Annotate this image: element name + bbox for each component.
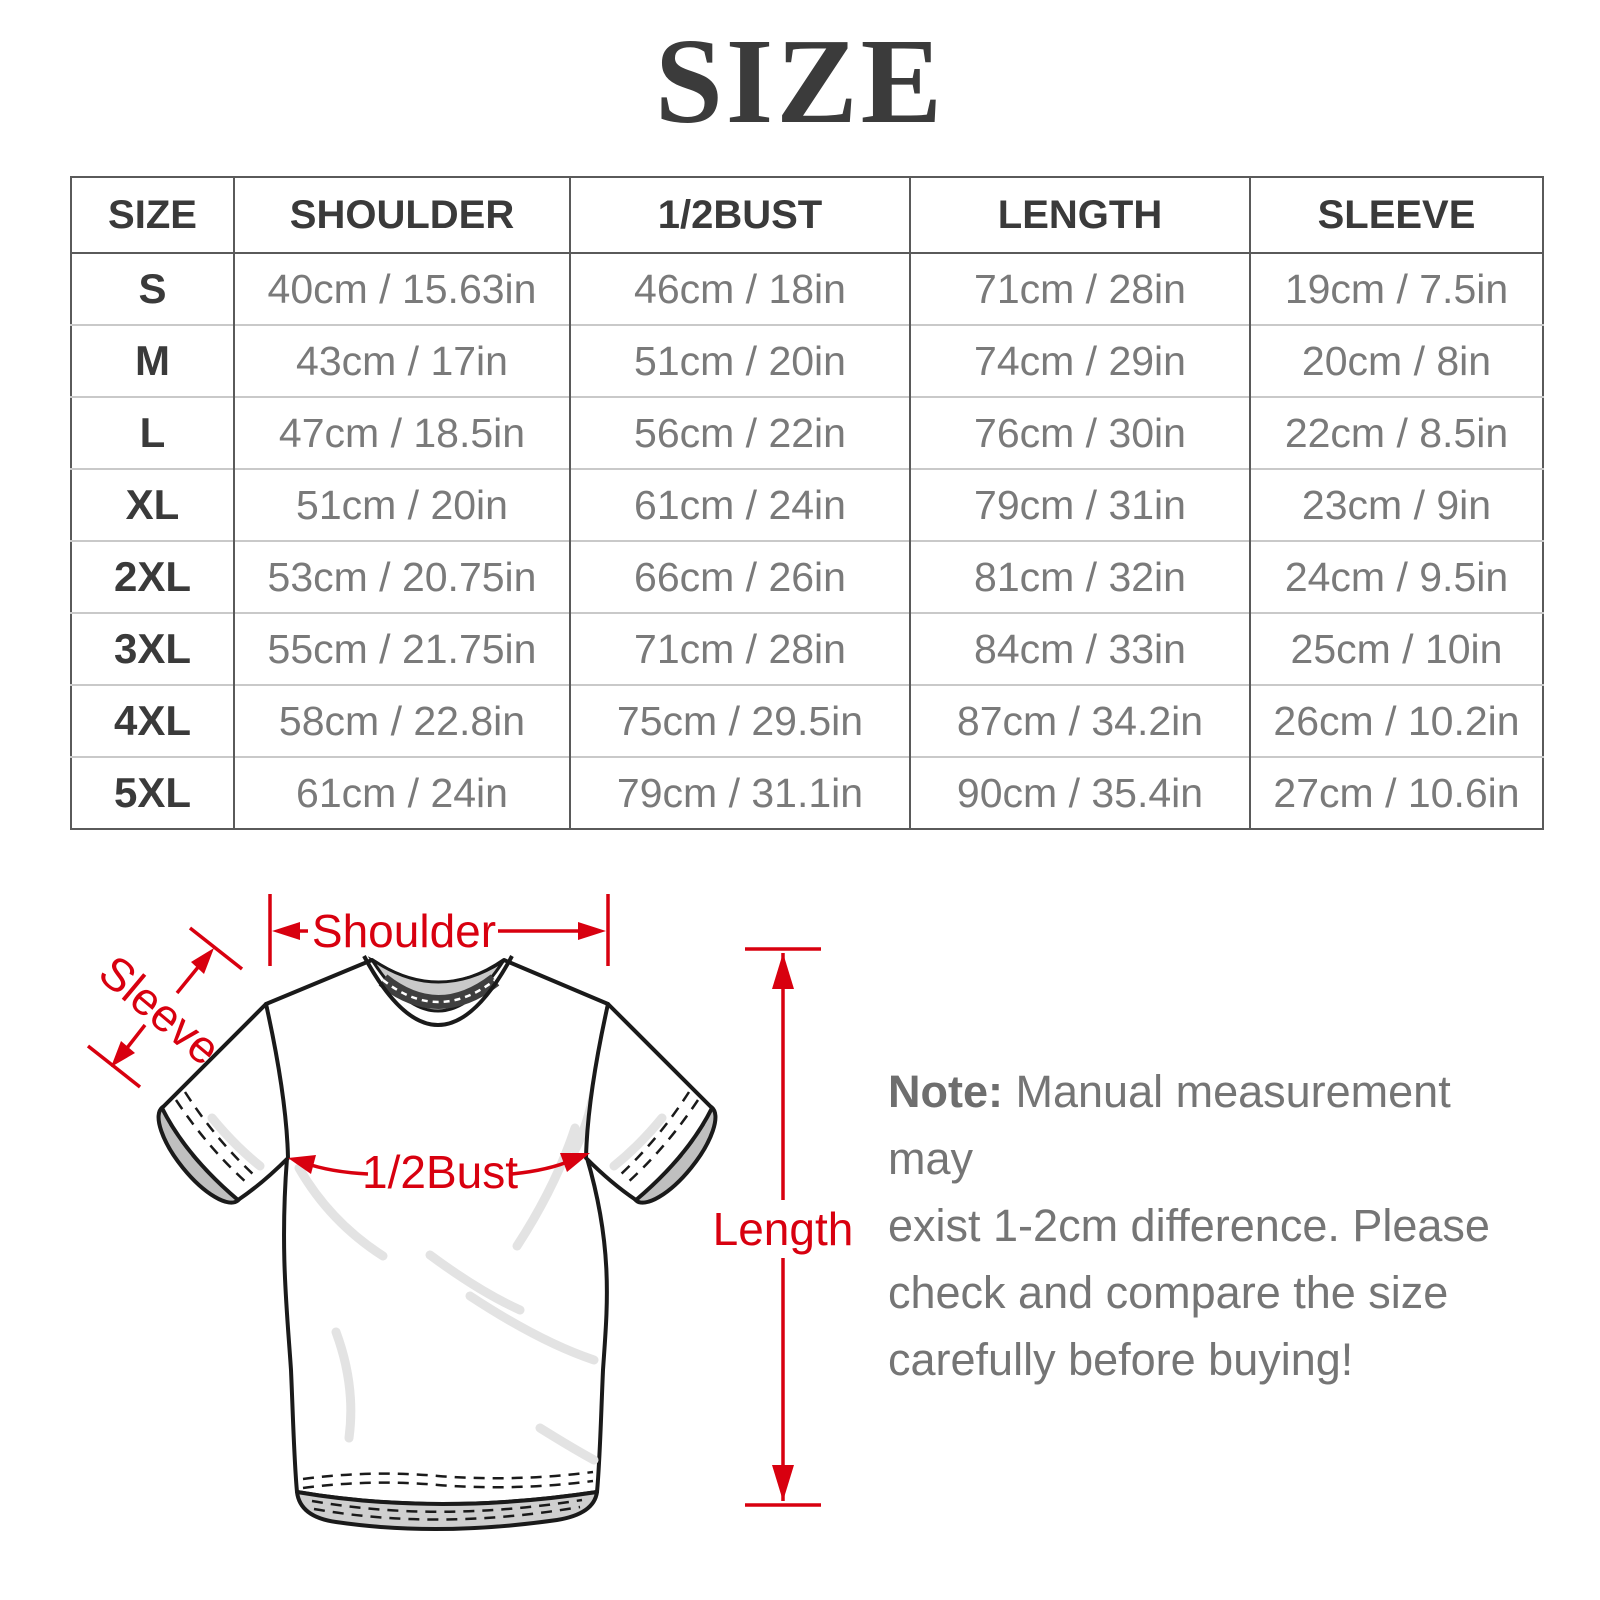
right-sleeve (584, 1002, 714, 1202)
tshirt-drawing (156, 955, 718, 1532)
measurement-cell: 53cm / 20.75in (233, 540, 570, 613)
table-row: 3XL 55cm / 21.75in 71cm / 28in 84cm / 33in 2… (71, 612, 1543, 685)
table-row: 5XL 61cm / 24in 79cm / 31.1in 90cm / 35.4in… (71, 756, 1543, 829)
left-cuff-stitch-2 (183, 1091, 256, 1177)
size-table: SIZE SHOULDER 1/2BUST LENGTH SLEEVE S 40cm / … (70, 176, 1544, 830)
hem-band-stitch-1 (311, 1498, 583, 1513)
measurement-cell: 79cm / 31.1in (569, 756, 910, 829)
measurement-cell: 51cm / 20in (233, 468, 570, 541)
shoulder-label: Shoulder (312, 905, 496, 957)
measurement-cell: 51cm / 20in (569, 324, 910, 397)
wrinkle (609, 1113, 667, 1171)
table-row: 4XL 58cm / 22.8in 75cm / 29.5in 87cm / 34.2… (71, 684, 1543, 757)
measurement-cell: 47cm / 18.5in (233, 396, 570, 469)
measurement-cell: 66cm / 26in (569, 540, 910, 613)
hem-top-stitch-2 (302, 1479, 594, 1490)
measurement-cell: 25cm / 10in (1249, 612, 1543, 685)
measurement-cell: 20cm / 8in (1249, 324, 1543, 397)
note-label: Note: (888, 1066, 1003, 1117)
table-row: M 43cm / 17in 51cm / 20in 74cm / 29in 20cm /… (71, 324, 1543, 397)
hem-band-stitch-2 (313, 1505, 581, 1521)
left-cuff-stitch-3 (168, 1123, 231, 1193)
measurement-cell: 74cm / 29in (909, 324, 1250, 397)
collar-back-band-stitch (382, 979, 496, 1004)
column-header-1-2bust: 1/2BUST (569, 177, 910, 254)
column-header-shoulder: SHOULDER (233, 177, 570, 254)
hem-top-stitch-1 (302, 1470, 594, 1481)
measurement-cell: 19cm / 7.5in (1249, 253, 1543, 325)
measurement-cell: 22cm / 8.5in (1249, 396, 1543, 469)
measurement-cell: 75cm / 29.5in (569, 684, 910, 757)
measurement-cell: 61cm / 24in (569, 468, 910, 541)
wrinkle (465, 1291, 599, 1365)
wrinkle (294, 1163, 388, 1261)
measurement-cell: 84cm / 33in (909, 612, 1250, 685)
column-header-sleeve: SLEEVE (1249, 177, 1543, 254)
right-cuff-stitch-2 (618, 1091, 691, 1177)
collar-front-band (362, 955, 514, 1027)
wrinkle (207, 1113, 265, 1171)
wrinkle (331, 1327, 356, 1443)
measurement-cell: 56cm / 22in (569, 396, 910, 469)
length-label: Length (713, 1203, 854, 1255)
table-row: 2XL 53cm / 20.75in 66cm / 26in 81cm / 32in 2… (71, 540, 1543, 613)
half-bust-annotation: 1/2Bust (288, 1146, 590, 1198)
right-cuff-stitch-3 (643, 1123, 706, 1193)
measurement-cell: 81cm / 32in (909, 540, 1250, 613)
wrinkle (512, 1123, 580, 1251)
size-cell: M (71, 324, 234, 397)
measurement-cell: 71cm / 28in (569, 612, 910, 685)
wrinkle (425, 1250, 525, 1315)
measurement-cell: 55cm / 21.75in (233, 612, 570, 685)
length-annotation: Length (713, 947, 854, 1507)
measurement-cell: 26cm / 10.2in (1249, 684, 1543, 757)
measurement-cell: 23cm / 9in (1249, 468, 1543, 541)
size-cell: 5XL (71, 756, 234, 829)
measurement-cell: 46cm / 18in (569, 253, 910, 325)
measurement-cell: 58cm / 22.8in (233, 684, 570, 757)
measurement-cell: 40cm / 15.63in (233, 253, 570, 325)
shoulder-annotation: Shoulder (268, 894, 610, 966)
measurement-cell: 24cm / 9.5in (1249, 540, 1543, 613)
table-row: XL 51cm / 20in 61cm / 24in 79cm / 31in 23cm … (71, 468, 1543, 541)
table-row: S 40cm / 15.63in 46cm / 18in 71cm / 28in 19c… (71, 253, 1543, 325)
note-line: check and compare the size (888, 1267, 1449, 1318)
page-title: SIZE (654, 14, 946, 149)
note-line: exist 1-2cm difference. Please (888, 1200, 1490, 1251)
table-row: L 47cm / 18.5in 56cm / 22in 76cm / 30in 22cm… (71, 396, 1543, 469)
measurement-cell: 43cm / 17in (233, 324, 570, 397)
measurement-cell: 90cm / 35.4in (909, 756, 1250, 829)
size-cell: S (71, 253, 234, 325)
measurement-cell: 71cm / 28in (909, 253, 1250, 325)
size-cell: L (71, 396, 234, 469)
sleeve-label: Sleeve (89, 945, 230, 1075)
column-header-size: SIZE (71, 177, 234, 254)
right-cuff-stitch-1 (625, 1099, 700, 1185)
column-header-length: LENGTH (909, 177, 1250, 254)
measurement-cell: 76cm / 30in (909, 396, 1250, 469)
size-cell: 3XL (71, 612, 234, 685)
note-line: carefully before buying! (888, 1334, 1354, 1385)
wrinkle (535, 1423, 599, 1465)
tshirt-body (264, 958, 610, 1506)
measurement-cell: 87cm / 34.2in (909, 684, 1250, 757)
left-cuff-stitch-1 (174, 1099, 249, 1185)
measurement-cell: 27cm / 10.6in (1249, 756, 1543, 829)
size-cell: XL (71, 468, 234, 541)
measurement-cell: 61cm / 24in (233, 756, 570, 829)
size-cell: 2XL (71, 540, 234, 613)
half-bust-label: 1/2Bust (362, 1146, 518, 1198)
note-line: Note: Manual measurement may (888, 1066, 1451, 1184)
size-cell: 4XL (71, 684, 234, 757)
table-header-row: SIZE SHOULDER 1/2BUST LENGTH SLEEVE (71, 177, 1543, 254)
note-block: Note: Manual measurement may exist 1-2cm… (888, 1058, 1528, 1393)
measurement-cell: 79cm / 31in (909, 468, 1250, 541)
